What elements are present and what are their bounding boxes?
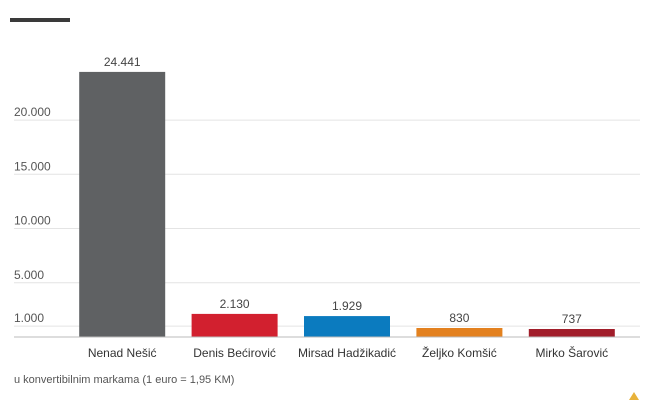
y-tick-label: 20.000	[14, 105, 51, 119]
bar-value-label: 737	[562, 312, 582, 326]
bar-value-label: 24.441	[104, 55, 141, 69]
y-tick-label: 5.000	[14, 268, 44, 282]
bar-value-label: 830	[449, 311, 469, 325]
y-tick-label: 10.000	[14, 214, 51, 228]
bar-chart: 1.000 5.000 10.000 15.000 20.000 24.441 Nenad …	[14, 55, 640, 360]
bar-value-label: 1.929	[332, 299, 362, 313]
y-tick-label: 1.000	[14, 311, 44, 325]
y-tick-label: 15.000	[14, 159, 51, 173]
footnote: u konvertibilnim markama (1 euro = 1,95 …	[14, 374, 235, 386]
x-category-label: Denis Bećirović	[193, 346, 276, 360]
x-category-label: Mirsad Hadžikadić	[298, 346, 396, 360]
bar	[304, 316, 390, 337]
bar-value-label: 2.130	[220, 297, 250, 311]
x-category-label: Nenad Nešić	[88, 346, 157, 360]
bar	[416, 327, 503, 337]
corner-logo-icon	[629, 392, 639, 400]
header-rule	[10, 18, 70, 22]
x-category-label: Željko Komšić	[422, 345, 497, 360]
x-category-label: Mirko Šarović	[535, 345, 608, 360]
bar	[191, 313, 278, 337]
bar	[528, 329, 615, 337]
bar	[79, 71, 166, 338]
